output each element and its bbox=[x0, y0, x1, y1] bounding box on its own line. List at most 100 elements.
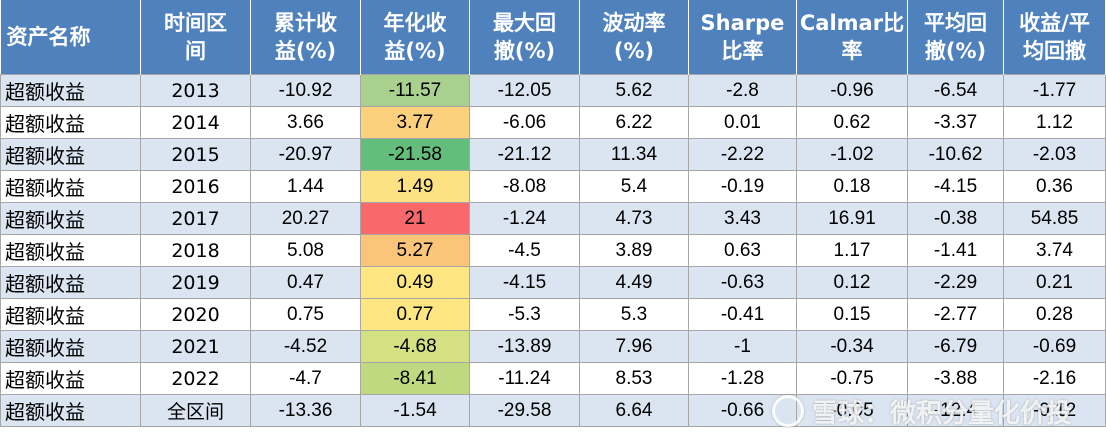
table-row: 超额收益 2013 -10.92 -11.57 -12.05 5.62 -2.8 -0.96-… bbox=[0, 74, 1106, 107]
period-cell: 2015 bbox=[140, 138, 251, 171]
max-drawdown-cell: -13.89 bbox=[469, 330, 580, 363]
annualized-return-cell: -1.54 bbox=[360, 394, 470, 427]
cumulative-return-cell: 0.47 bbox=[250, 266, 361, 299]
calmar-cell: -0.05 bbox=[796, 394, 908, 427]
return-over-drawdown-cell: -1.77 bbox=[1003, 74, 1106, 107]
performance-table: 资产名称 时间区间 累计收 益(%) 年化收 益(%) 最大回 撤(%) 波动率 (%)… bbox=[0, 0, 1106, 427]
max-drawdown-cell: -4.15 bbox=[469, 266, 580, 299]
max-drawdown-cell: -29.58 bbox=[469, 394, 580, 427]
annualized-return-cell: -21.58 bbox=[360, 138, 470, 171]
table-row: 超额收益 2015 -20.97 -21.58 -21.12 11.34 -2.22 -1.0… bbox=[0, 138, 1106, 171]
annualized-return-cell: -4.68 bbox=[360, 330, 470, 363]
return-over-drawdown-cell: -0.69 bbox=[1003, 330, 1106, 363]
period-cell: 2016 bbox=[140, 170, 251, 203]
annualized-return-cell: -11.57 bbox=[360, 74, 470, 107]
annualized-return-cell: 5.27 bbox=[360, 234, 470, 267]
table-row: 超额收益 2020 0.75 0.77 -5.3 5.3 -0.41 0.15 -2.77 0.2… bbox=[0, 298, 1106, 331]
volatility-cell: 6.64 bbox=[579, 394, 689, 427]
period-cell: 2014 bbox=[140, 106, 251, 139]
header-volatility: 波动率 (%) bbox=[579, 0, 689, 75]
max-drawdown-cell: -5.3 bbox=[469, 298, 580, 331]
cumulative-return-cell: -4.52 bbox=[250, 330, 361, 363]
return-over-drawdown-cell: -2.03 bbox=[1003, 138, 1106, 171]
volatility-cell: 5.3 bbox=[579, 298, 689, 331]
avg-drawdown-cell: -3.37 bbox=[907, 106, 1004, 139]
table-row: 超额收益 全区间 -13.36 -1.54 -29.58 6.64 -0.66 -0.05 -1… bbox=[0, 394, 1106, 427]
return-over-drawdown-cell: -0.12 bbox=[1003, 394, 1106, 427]
cumulative-return-cell: -20.97 bbox=[250, 138, 361, 171]
cumulative-return-cell: 20.27 bbox=[250, 202, 361, 235]
asset-name-cell: 超额收益 bbox=[0, 298, 141, 331]
sharpe-cell: 0.01 bbox=[688, 106, 797, 139]
sharpe-cell: -0.66 bbox=[688, 394, 797, 427]
cumulative-return-cell: 0.75 bbox=[250, 298, 361, 331]
volatility-cell: 5.62 bbox=[579, 74, 689, 107]
header-row: 资产名称 时间区间 累计收 益(%) 年化收 益(%) 最大回 撤(%) 波动率 (%)… bbox=[0, 0, 1106, 75]
sharpe-cell: -0.63 bbox=[688, 266, 797, 299]
header-calmar-ratio: Calmar比率 bbox=[796, 0, 908, 75]
asset-name-cell: 超额收益 bbox=[0, 266, 141, 299]
asset-name-cell: 超额收益 bbox=[0, 202, 141, 235]
calmar-cell: -0.75 bbox=[796, 362, 908, 395]
max-drawdown-cell: -12.05 bbox=[469, 74, 580, 107]
sharpe-cell: -2.22 bbox=[688, 138, 797, 171]
volatility-cell: 6.22 bbox=[579, 106, 689, 139]
asset-name-cell: 超额收益 bbox=[0, 74, 141, 107]
table-row: 超额收益 2014 3.66 3.77 -6.06 6.22 0.01 0.62 -3.37 1.… bbox=[0, 106, 1106, 139]
asset-name-cell: 超额收益 bbox=[0, 138, 141, 171]
avg-drawdown-cell: -3.88 bbox=[907, 362, 1004, 395]
calmar-cell: 1.17 bbox=[796, 234, 908, 267]
calmar-cell: 0.12 bbox=[796, 266, 908, 299]
volatility-cell: 11.34 bbox=[579, 138, 689, 171]
period-cell: 2020 bbox=[140, 298, 251, 331]
annualized-return-cell: 0.49 bbox=[360, 266, 470, 299]
cumulative-return-cell: -4.7 bbox=[250, 362, 361, 395]
annualized-return-cell: -8.41 bbox=[360, 362, 470, 395]
avg-drawdown-cell: -6.54 bbox=[907, 74, 1004, 107]
header-cumulative-return: 累计收 益(%) bbox=[250, 0, 361, 75]
max-drawdown-cell: -8.08 bbox=[469, 170, 580, 203]
asset-name-cell: 超额收益 bbox=[0, 394, 141, 427]
volatility-cell: 4.73 bbox=[579, 202, 689, 235]
annualized-return-cell: 1.49 bbox=[360, 170, 470, 203]
avg-drawdown-cell: -0.38 bbox=[907, 202, 1004, 235]
table-row: 超额收益 2018 5.08 5.27 -4.5 3.89 0.63 1.17 -1.41 3.7… bbox=[0, 234, 1106, 267]
annualized-return-cell: 21 bbox=[360, 202, 470, 235]
return-over-drawdown-cell: 3.74 bbox=[1003, 234, 1106, 267]
header-period: 时间区间 bbox=[140, 0, 251, 75]
cumulative-return-cell: -10.92 bbox=[250, 74, 361, 107]
asset-name-cell: 超额收益 bbox=[0, 170, 141, 203]
asset-name-cell: 超额收益 bbox=[0, 234, 141, 267]
volatility-cell: 7.96 bbox=[579, 330, 689, 363]
avg-drawdown-cell: -12.4 bbox=[907, 394, 1004, 427]
return-over-drawdown-cell: 0.36 bbox=[1003, 170, 1106, 203]
sharpe-cell: -2.8 bbox=[688, 74, 797, 107]
cumulative-return-cell: 1.44 bbox=[250, 170, 361, 203]
period-cell: 2017 bbox=[140, 202, 251, 235]
header-annualized-return: 年化收 益(%) bbox=[360, 0, 470, 75]
header-average-drawdown: 平均回 撤(%) bbox=[907, 0, 1004, 75]
sharpe-cell: -0.41 bbox=[688, 298, 797, 331]
sharpe-cell: 3.43 bbox=[688, 202, 797, 235]
calmar-cell: -0.96 bbox=[796, 74, 908, 107]
avg-drawdown-cell: -6.79 bbox=[907, 330, 1004, 363]
period-cell: 2021 bbox=[140, 330, 251, 363]
calmar-cell: -0.34 bbox=[796, 330, 908, 363]
header-max-drawdown: 最大回 撤(%) bbox=[469, 0, 580, 75]
avg-drawdown-cell: -4.15 bbox=[907, 170, 1004, 203]
calmar-cell: 0.18 bbox=[796, 170, 908, 203]
volatility-cell: 5.4 bbox=[579, 170, 689, 203]
period-cell: 2019 bbox=[140, 266, 251, 299]
max-drawdown-cell: -11.24 bbox=[469, 362, 580, 395]
header-return-over-avg-drawdown: 收益/平 均回撤 bbox=[1003, 0, 1106, 75]
table-row: 超额收益 2022 -4.7 -8.41 -11.24 8.53 -1.28 -0.75 -3.… bbox=[0, 362, 1106, 395]
volatility-cell: 4.49 bbox=[579, 266, 689, 299]
return-over-drawdown-cell: -2.16 bbox=[1003, 362, 1106, 395]
volatility-cell: 8.53 bbox=[579, 362, 689, 395]
asset-name-cell: 超额收益 bbox=[0, 106, 141, 139]
calmar-cell: 0.15 bbox=[796, 298, 908, 331]
avg-drawdown-cell: -10.62 bbox=[907, 138, 1004, 171]
period-cell: 2022 bbox=[140, 362, 251, 395]
avg-drawdown-cell: -2.77 bbox=[907, 298, 1004, 331]
avg-drawdown-cell: -1.41 bbox=[907, 234, 1004, 267]
